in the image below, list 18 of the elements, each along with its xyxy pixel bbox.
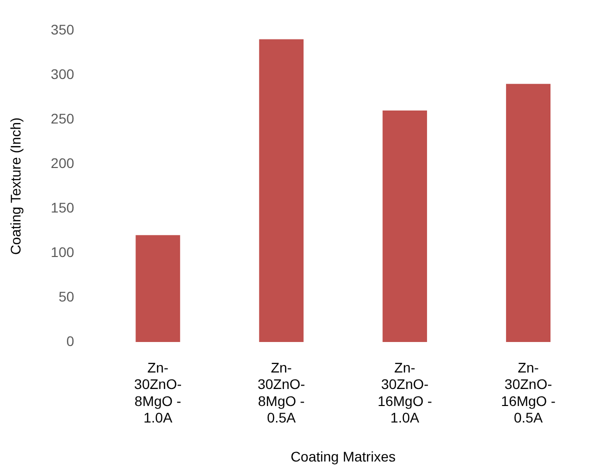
y-tick-label: 0	[66, 332, 74, 349]
y-tick-label: 350	[50, 21, 74, 38]
x-axis-title: Coating Matrixes	[290, 448, 396, 464]
x-tick-label: Zn-30ZnO-16MgO - 0.5A	[501, 359, 556, 426]
bar	[259, 39, 304, 342]
y-tick-label: 150	[50, 199, 74, 216]
x-tick-label: Zn-30ZnO-8MgO - 0.5A	[258, 359, 306, 426]
bar	[382, 110, 428, 342]
x-tick-label: Zn-30ZnO-16MgO - 1.0A	[378, 359, 432, 426]
bar	[136, 235, 180, 342]
y-tick-label: 100	[50, 244, 74, 260]
y-tick-label: 200	[50, 154, 74, 171]
x-tick-label: Zn-30ZnO-8MgO - 1.0A	[134, 359, 182, 426]
y-tick-label: 250	[50, 110, 74, 126]
y-tick-label: 300	[50, 66, 74, 82]
bar	[506, 84, 550, 342]
y-tick-label: 50	[58, 288, 74, 304]
y-axis-title: Coating Texture (Inch)	[7, 117, 24, 255]
